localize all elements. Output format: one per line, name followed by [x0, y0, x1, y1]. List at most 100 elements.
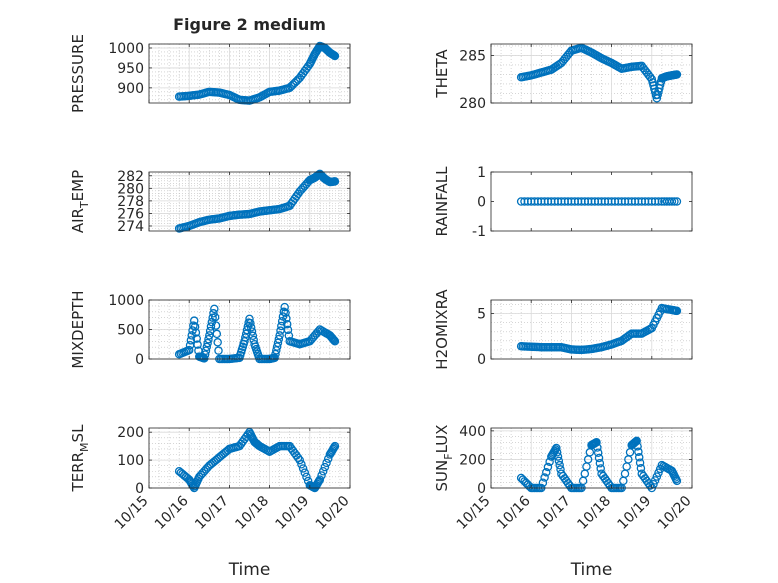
- data-point: [280, 302, 289, 312]
- subplot-theta: 280 285 THETA: [433, 43, 693, 112]
- data-point: [552, 448, 562, 457]
- data-point: [209, 309, 218, 318]
- y-axis-label: TERRMSL: [69, 424, 91, 493]
- data-point: [593, 443, 602, 452]
- y-tick-label: 274: [117, 219, 144, 235]
- data-point: [585, 448, 595, 457]
- data-point: [205, 326, 215, 336]
- data-point: [293, 453, 303, 463]
- data-point: [277, 321, 286, 331]
- data-point: [318, 467, 328, 476]
- y-tick-label: 282: [117, 169, 144, 185]
- data-point: [200, 354, 209, 363]
- axes-box: [490, 43, 693, 104]
- data-series: [516, 197, 682, 206]
- y-tick-label: 100: [117, 453, 144, 469]
- data-point: [246, 318, 255, 328]
- data-point: [302, 472, 311, 482]
- data-point: [211, 321, 221, 330]
- data-point: [245, 314, 254, 324]
- data-point: [619, 476, 628, 486]
- data-point: [650, 476, 660, 485]
- data-point: [578, 476, 588, 486]
- x-tick-label: 10/16: [152, 493, 192, 533]
- y-axis-label: THETA: [433, 49, 451, 99]
- data-point: [189, 321, 198, 330]
- x-tick-label: 10/17: [192, 493, 232, 533]
- data-point: [645, 72, 655, 82]
- data-series: [516, 303, 682, 355]
- data-point: [552, 443, 561, 453]
- data-point: [672, 70, 682, 79]
- data-point: [322, 458, 331, 468]
- data-point: [595, 458, 605, 468]
- data-point: [213, 338, 222, 347]
- data-point: [667, 197, 677, 206]
- x-tick-label: 10/16: [494, 493, 534, 533]
- y-tick-label: 1: [477, 165, 486, 181]
- data-point: [632, 436, 641, 446]
- data-point: [554, 456, 564, 466]
- subplot-terr-msl: 0 100 200 10/15 10/16 10/17 10/18 10/19 10/20 TER…: [69, 424, 353, 580]
- y-tick-label: 200: [117, 425, 144, 441]
- data-point: [248, 331, 258, 341]
- data-point: [297, 460, 306, 469]
- y-tick-label: 500: [117, 323, 144, 339]
- subplot-rainfall: -1 0 1 RAINFALL: [433, 165, 693, 240]
- y-tick-label: 5: [477, 307, 486, 323]
- y-axis-label-subscript: M: [78, 442, 91, 452]
- data-point: [654, 197, 663, 206]
- data-point: [596, 464, 605, 473]
- y-axis-label-main: RAINFALL: [433, 166, 451, 237]
- data-point: [298, 464, 308, 473]
- data-series: [516, 436, 682, 493]
- data-point: [300, 468, 310, 477]
- data-point: [633, 442, 642, 451]
- x-tick-label: 10/20: [313, 493, 353, 533]
- x-tick-label: 10/19: [273, 493, 313, 533]
- y-tick-label: 0: [477, 195, 486, 211]
- y-axis-label-main: PRESSURE: [69, 34, 87, 113]
- data-point: [214, 346, 223, 355]
- data-point: [200, 350, 210, 359]
- y-tick-label: 900: [117, 81, 144, 97]
- data-point: [580, 469, 590, 478]
- axes-box: [148, 43, 351, 104]
- y-tick-label: 280: [117, 181, 144, 197]
- data-point: [247, 327, 257, 336]
- data-point: [672, 197, 682, 206]
- data-point: [210, 312, 220, 322]
- y-tick-label: 0: [477, 352, 486, 368]
- data-point: [635, 458, 645, 468]
- data-point: [282, 319, 292, 329]
- data-point: [538, 478, 548, 488]
- y-axis-label: SUNFLUX: [433, 425, 455, 492]
- y-axis-label-main: AIR: [69, 208, 87, 233]
- data-point: [330, 177, 340, 186]
- y-axis-label-rest: SL: [69, 424, 87, 443]
- data-point: [204, 334, 213, 344]
- data-point: [582, 462, 591, 471]
- y-axis-label-subscript: F: [442, 453, 455, 459]
- data-point: [190, 322, 200, 331]
- data-point: [281, 308, 290, 318]
- y-axis-label-main: TERR: [69, 452, 87, 493]
- data-point: [328, 335, 338, 344]
- y-axis-label-subscript: T: [78, 201, 91, 209]
- data-point: [594, 453, 604, 463]
- data-point: [329, 336, 339, 345]
- data-point: [283, 325, 293, 335]
- data-point: [246, 323, 256, 332]
- x-tick-label: 10/19: [615, 493, 655, 533]
- data-point: [192, 334, 201, 343]
- grid: [148, 172, 351, 231]
- data-point: [193, 340, 202, 349]
- data-point: [555, 460, 564, 470]
- data-point: [652, 472, 662, 481]
- data-point: [620, 469, 630, 478]
- y-tick-label: -1: [472, 224, 486, 240]
- data-point: [186, 336, 196, 345]
- y-tick-label: 285: [459, 48, 486, 64]
- axes-box: [490, 299, 693, 360]
